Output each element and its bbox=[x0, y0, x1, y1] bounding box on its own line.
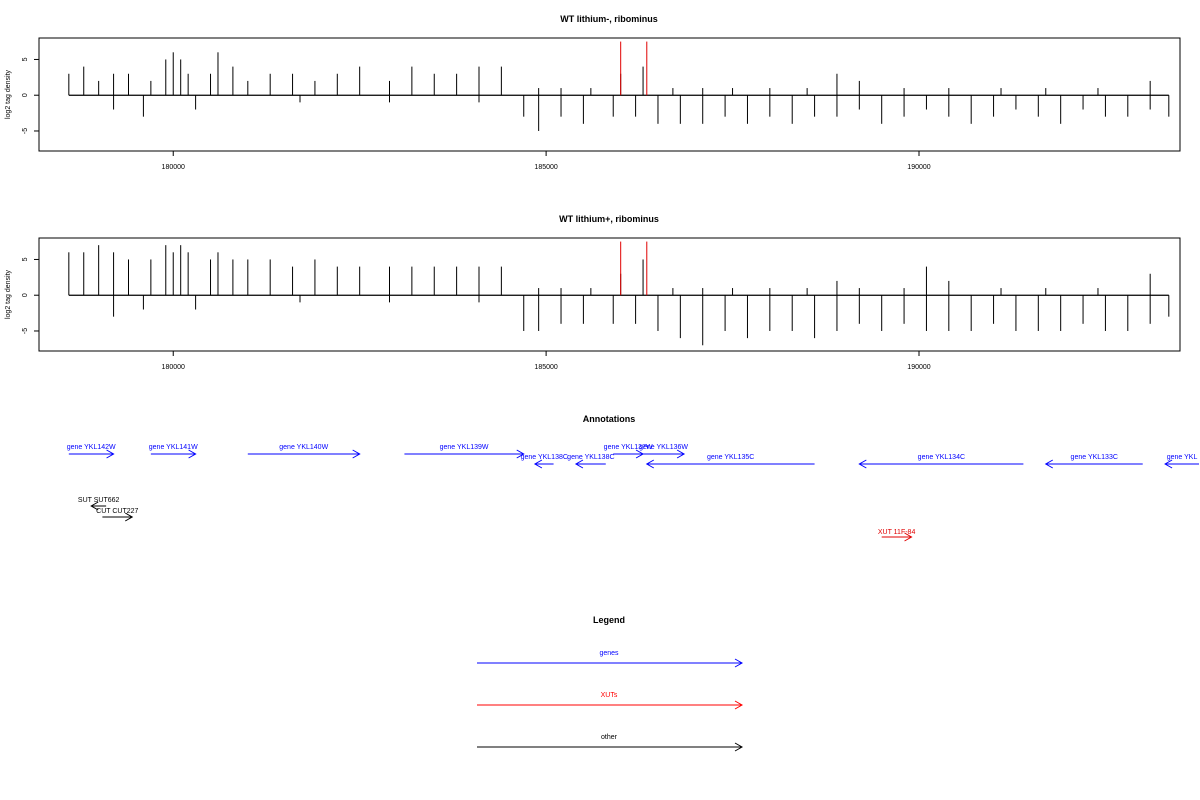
y-tick-label: -5 bbox=[22, 128, 29, 134]
other-label: SUT SUT662 bbox=[78, 497, 120, 504]
gene-arrow bbox=[404, 449, 525, 459]
y-tick-label: 0 bbox=[22, 293, 29, 297]
gene-arrow bbox=[613, 449, 645, 459]
panel-frame bbox=[38, 37, 1181, 152]
gene-label: gene YKL142W bbox=[67, 444, 116, 451]
legend-arrow bbox=[477, 658, 744, 668]
gene-arrow-head bbox=[352, 449, 361, 459]
gene-arrow-head bbox=[858, 459, 867, 469]
gene-label: gene YKL141W bbox=[149, 444, 198, 451]
y-axis-label: log2 tag density bbox=[5, 69, 12, 119]
gene-arrow bbox=[533, 459, 554, 469]
panel-title: WT lithium+, ribominus bbox=[559, 214, 659, 224]
other-label: CUT CUT227 bbox=[96, 508, 138, 515]
legend-label: other bbox=[601, 734, 618, 741]
gene-label: gene YKL138C bbox=[567, 454, 614, 461]
gene-arrow bbox=[1044, 459, 1143, 469]
x-tick-label: 180000 bbox=[162, 164, 185, 171]
gene-label: gene YKL133C bbox=[1071, 454, 1118, 461]
annotations-title: Annotations bbox=[583, 414, 636, 424]
gene-label: gene YKL136W bbox=[639, 444, 688, 451]
gene-arrow-head bbox=[574, 459, 584, 469]
gene-label: gene YKL138C bbox=[521, 454, 568, 461]
gene-label: gene YKL134C bbox=[918, 454, 965, 461]
legend-arrow-head bbox=[734, 742, 744, 752]
panel-title: WT lithium-, ribominus bbox=[560, 14, 658, 24]
legend-arrow bbox=[477, 700, 744, 710]
xut-label: XUT 11F-84 bbox=[878, 529, 916, 536]
y-tick-label: 5 bbox=[22, 57, 29, 61]
gene-arrow bbox=[68, 449, 115, 459]
other-arrow-head bbox=[124, 512, 134, 522]
legend-title: Legend bbox=[593, 615, 625, 625]
panel-frame bbox=[38, 237, 1181, 352]
gene-label: gene YKL137W bbox=[604, 444, 653, 451]
gene-arrow-head bbox=[106, 449, 115, 459]
gene-label: gene YKL140W bbox=[279, 444, 328, 451]
x-tick-label: 185000 bbox=[534, 364, 557, 371]
x-tick-label: 190000 bbox=[907, 364, 930, 371]
gene-arrow bbox=[643, 449, 686, 459]
gene-label: gene YKL bbox=[1167, 454, 1198, 461]
legend-label: genes bbox=[599, 650, 619, 657]
y-tick-label: 5 bbox=[22, 257, 29, 261]
other-arrow bbox=[102, 512, 134, 522]
gene-label: gene YKL139W bbox=[440, 444, 489, 451]
legend-arrow-head bbox=[734, 658, 744, 668]
gene-arrow bbox=[1164, 459, 1199, 469]
gene-arrow-head bbox=[1164, 459, 1173, 469]
legend-arrow-head bbox=[734, 700, 744, 710]
other-arrow-head bbox=[90, 501, 99, 511]
gene-arrow bbox=[858, 459, 1024, 469]
bar-series bbox=[68, 245, 1170, 346]
gene-arrow bbox=[574, 459, 606, 469]
gene-arrow-head bbox=[516, 449, 525, 459]
gene-arrow-head bbox=[676, 449, 686, 459]
xut-arrow bbox=[881, 532, 913, 542]
gene-arrow-head bbox=[188, 449, 197, 459]
other-arrow bbox=[90, 501, 107, 511]
legend-arrow bbox=[477, 742, 744, 752]
gene-arrow bbox=[150, 449, 197, 459]
y-tick-label: -5 bbox=[22, 328, 29, 334]
gene-arrow bbox=[645, 459, 815, 469]
legend-label: XUTs bbox=[601, 692, 618, 699]
gene-arrow-head bbox=[1044, 459, 1054, 469]
x-tick-label: 185000 bbox=[534, 164, 557, 171]
gene-arrow bbox=[247, 449, 361, 459]
bar-series bbox=[68, 52, 1170, 131]
x-tick-label: 180000 bbox=[162, 364, 185, 371]
gene-arrow-head bbox=[533, 459, 543, 469]
xut-arrow-head bbox=[904, 532, 913, 542]
x-tick-label: 190000 bbox=[907, 164, 930, 171]
gene-label: gene YKL135C bbox=[707, 454, 754, 461]
y-axis-label: log2 tag density bbox=[5, 269, 12, 319]
gene-arrow-head bbox=[645, 459, 655, 469]
y-tick-label: 0 bbox=[22, 93, 29, 97]
